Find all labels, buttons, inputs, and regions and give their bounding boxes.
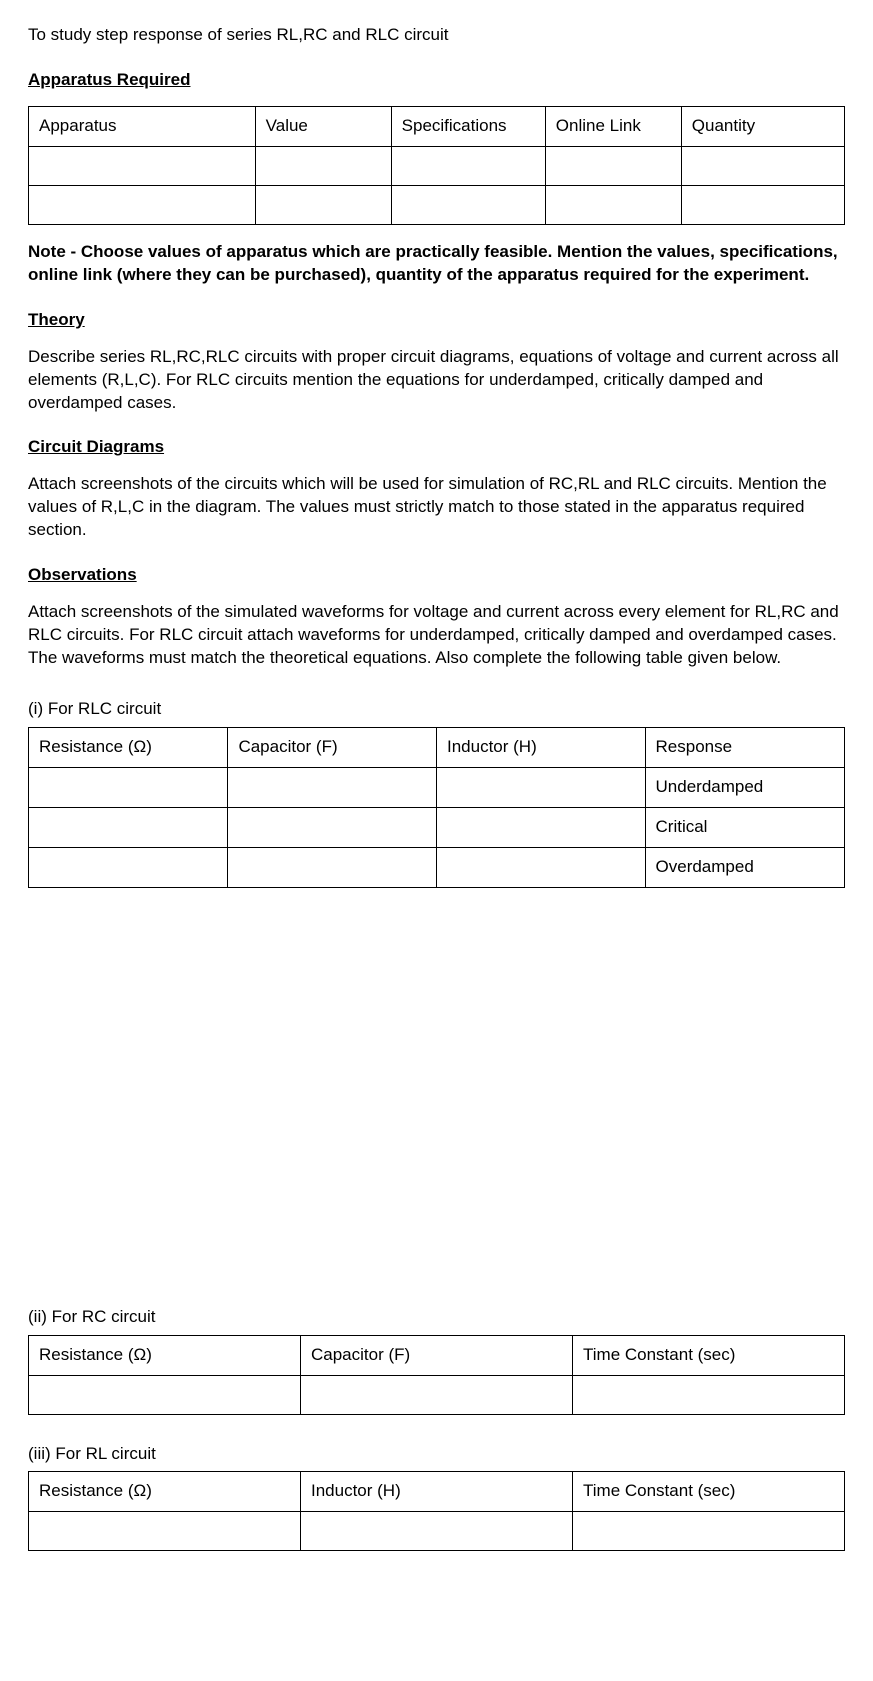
rl-caption: (iii) For RL circuit xyxy=(28,1443,845,1466)
col-header: Resistance (Ω) xyxy=(29,1472,301,1512)
rc-table: Resistance (Ω) Capacitor (F) Time Consta… xyxy=(28,1335,845,1415)
rl-table: Resistance (Ω) Inductor (H) Time Constan… xyxy=(28,1471,845,1551)
cell xyxy=(573,1512,845,1551)
cell xyxy=(391,146,545,185)
col-header: Inductor (H) xyxy=(436,727,645,767)
cell xyxy=(228,767,437,807)
table-row: Apparatus Value Specifications Online Li… xyxy=(29,106,845,146)
table-row xyxy=(29,185,845,224)
table-row: Overdamped xyxy=(29,847,845,887)
col-header: Capacitor (F) xyxy=(228,727,437,767)
cell xyxy=(29,1512,301,1551)
cell xyxy=(681,146,844,185)
cell xyxy=(573,1375,845,1414)
table-row: Resistance (Ω) Capacitor (F) Time Consta… xyxy=(29,1335,845,1375)
cell: Underdamped xyxy=(645,767,844,807)
col-header: Time Constant (sec) xyxy=(573,1472,845,1512)
cell xyxy=(29,1375,301,1414)
cell: Critical xyxy=(645,807,844,847)
col-header: Value xyxy=(255,106,391,146)
spacer xyxy=(28,898,845,1278)
cell: Overdamped xyxy=(645,847,844,887)
col-header: Resistance (Ω) xyxy=(29,727,228,767)
cell xyxy=(301,1512,573,1551)
cell xyxy=(436,807,645,847)
cell xyxy=(545,146,681,185)
cell xyxy=(545,185,681,224)
heading-theory: Theory xyxy=(28,309,845,332)
rlc-table: Resistance (Ω) Capacitor (F) Inductor (H… xyxy=(28,727,845,888)
cell xyxy=(436,847,645,887)
col-header: Time Constant (sec) xyxy=(573,1335,845,1375)
cell xyxy=(228,807,437,847)
page-title: To study step response of series RL,RC a… xyxy=(28,24,845,47)
rlc-caption: (i) For RLC circuit xyxy=(28,698,845,721)
table-row xyxy=(29,1375,845,1414)
apparatus-table: Apparatus Value Specifications Online Li… xyxy=(28,106,845,225)
note-text: Note - Choose values of apparatus which … xyxy=(28,241,845,287)
table-row xyxy=(29,146,845,185)
theory-text: Describe series RL,RC,RLC circuits with … xyxy=(28,346,845,415)
table-row: Underdamped xyxy=(29,767,845,807)
col-header: Quantity xyxy=(681,106,844,146)
table-row: Resistance (Ω) Inductor (H) Time Constan… xyxy=(29,1472,845,1512)
cell xyxy=(255,185,391,224)
circuit-text: Attach screenshots of the circuits which… xyxy=(28,473,845,542)
table-row xyxy=(29,1512,845,1551)
col-header: Specifications xyxy=(391,106,545,146)
heading-observations: Observations xyxy=(28,564,845,587)
rc-caption: (ii) For RC circuit xyxy=(28,1306,845,1329)
table-row: Resistance (Ω) Capacitor (F) Inductor (H… xyxy=(29,727,845,767)
table-row: Critical xyxy=(29,807,845,847)
cell xyxy=(436,767,645,807)
col-header: Online Link xyxy=(545,106,681,146)
col-header: Capacitor (F) xyxy=(301,1335,573,1375)
cell xyxy=(29,185,256,224)
cell xyxy=(228,847,437,887)
cell xyxy=(301,1375,573,1414)
heading-circuit: Circuit Diagrams xyxy=(28,436,845,459)
cell xyxy=(29,767,228,807)
col-header: Resistance (Ω) xyxy=(29,1335,301,1375)
cell xyxy=(29,847,228,887)
cell xyxy=(391,185,545,224)
cell xyxy=(29,146,256,185)
col-header: Inductor (H) xyxy=(301,1472,573,1512)
cell xyxy=(255,146,391,185)
col-header: Response xyxy=(645,727,844,767)
cell xyxy=(29,807,228,847)
observations-text: Attach screenshots of the simulated wave… xyxy=(28,601,845,670)
cell xyxy=(681,185,844,224)
heading-apparatus: Apparatus Required xyxy=(28,69,845,92)
col-header: Apparatus xyxy=(29,106,256,146)
